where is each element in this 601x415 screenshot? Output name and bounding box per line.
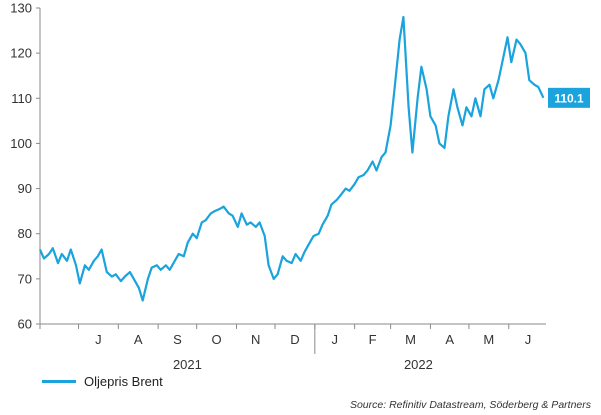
x-tick-label: N bbox=[251, 332, 260, 347]
x-tick-label: J bbox=[331, 332, 338, 347]
legend: Oljepris Brent bbox=[42, 374, 163, 389]
x-tick-label: J bbox=[95, 332, 102, 347]
y-tick-label: 100 bbox=[10, 136, 32, 151]
x-tick-label: M bbox=[483, 332, 494, 347]
y-axis: 60 70 80 90 100 110 120 130 bbox=[10, 1, 41, 332]
x-tick-label: D bbox=[290, 332, 299, 347]
x-axis: J A S O N D J F M A M J 2021 2022 bbox=[39, 323, 546, 372]
year-label: 2021 bbox=[173, 357, 202, 372]
series-line-brent bbox=[38, 15, 545, 302]
y-tick-label: 70 bbox=[18, 271, 32, 286]
x-tick-label: J bbox=[525, 332, 532, 347]
x-tick-label: F bbox=[369, 332, 377, 347]
end-label-box bbox=[548, 87, 590, 108]
y-tick-label: 60 bbox=[18, 317, 32, 332]
y-tick-label: 120 bbox=[10, 46, 32, 61]
x-tick-label: S bbox=[173, 332, 182, 347]
legend-swatch bbox=[42, 380, 76, 383]
x-tick-label: A bbox=[445, 332, 454, 347]
legend-label: Oljepris Brent bbox=[84, 374, 163, 389]
x-tick-label: M bbox=[405, 332, 416, 347]
end-label-text: 110.1 bbox=[554, 91, 584, 105]
source-note: Source: Refinitiv Datastream, Söderberg … bbox=[349, 399, 591, 411]
y-tick-label: 80 bbox=[18, 226, 32, 241]
x-tick-label: O bbox=[212, 332, 222, 347]
y-tick-label: 130 bbox=[10, 1, 32, 16]
x-tick-label: A bbox=[134, 332, 143, 347]
end-value-label: 110.1 bbox=[548, 87, 590, 108]
y-tick-label: 110 bbox=[11, 91, 32, 106]
year-label: 2022 bbox=[404, 357, 433, 372]
y-tick-label: 90 bbox=[18, 181, 32, 196]
plot-area bbox=[38, 15, 545, 302]
